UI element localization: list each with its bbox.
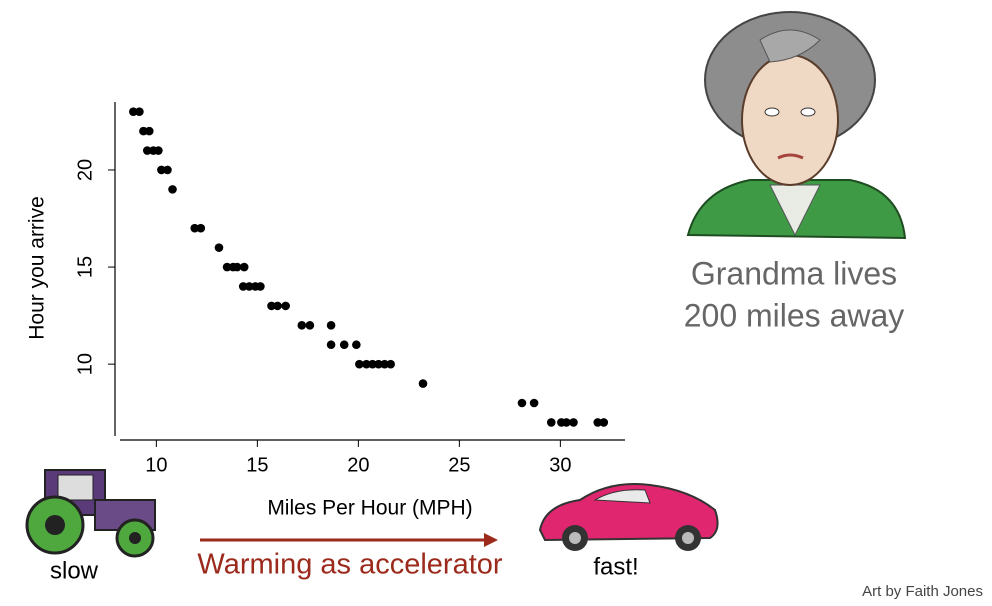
point xyxy=(386,359,395,369)
point xyxy=(355,359,364,369)
x-tick-label: 10 xyxy=(145,454,167,476)
grandma-text: Grandma lives xyxy=(691,255,897,291)
point xyxy=(562,418,571,427)
point xyxy=(222,262,232,272)
point xyxy=(362,359,371,369)
car-illustration xyxy=(538,483,719,551)
arrow-head xyxy=(484,533,498,547)
x-tick-label: 20 xyxy=(347,454,369,476)
point xyxy=(368,359,377,369)
x-axis-title: Miles Per Hour (MPH) xyxy=(267,497,472,520)
point xyxy=(129,107,138,117)
fast-label: fast! xyxy=(593,553,638,580)
point xyxy=(239,262,249,272)
point xyxy=(599,418,609,427)
point xyxy=(326,321,336,330)
point xyxy=(380,359,389,369)
y-tick-label: 20 xyxy=(74,159,96,181)
point xyxy=(326,340,336,350)
point xyxy=(593,418,603,427)
point xyxy=(297,321,307,330)
point xyxy=(214,243,224,252)
point xyxy=(267,301,276,311)
point xyxy=(569,418,578,427)
point xyxy=(529,398,539,408)
arrow-label: Warming as accelerator xyxy=(197,549,502,581)
point xyxy=(281,301,290,311)
credit: Art by Faith Jones xyxy=(862,583,983,600)
point xyxy=(374,359,383,369)
point xyxy=(232,262,242,272)
point xyxy=(154,146,163,155)
tractor-illustration xyxy=(25,469,156,558)
x-tick-label: 30 xyxy=(549,454,571,476)
point xyxy=(190,223,200,233)
point xyxy=(546,418,556,427)
point xyxy=(273,301,282,311)
point xyxy=(168,185,177,194)
slow-label: slow xyxy=(50,557,99,584)
point xyxy=(244,282,254,291)
point xyxy=(339,340,349,350)
y-tick-label: 10 xyxy=(74,353,96,375)
grandma-text: 200 miles away xyxy=(684,297,905,333)
y-tick-label: 15 xyxy=(74,256,96,278)
point xyxy=(256,282,265,291)
x-tick-label: 25 xyxy=(448,454,470,476)
point xyxy=(196,223,206,233)
point xyxy=(144,126,154,136)
point xyxy=(135,107,144,117)
point xyxy=(418,379,428,388)
point xyxy=(352,340,361,350)
point xyxy=(305,321,315,330)
point xyxy=(163,165,172,175)
x-tick-label: 15 xyxy=(246,454,268,476)
y-axis-title: Hour you arrive xyxy=(26,196,49,340)
point xyxy=(517,398,527,408)
point xyxy=(157,165,166,175)
point xyxy=(142,146,152,155)
point xyxy=(238,282,248,291)
grandma-illustration xyxy=(686,11,907,240)
